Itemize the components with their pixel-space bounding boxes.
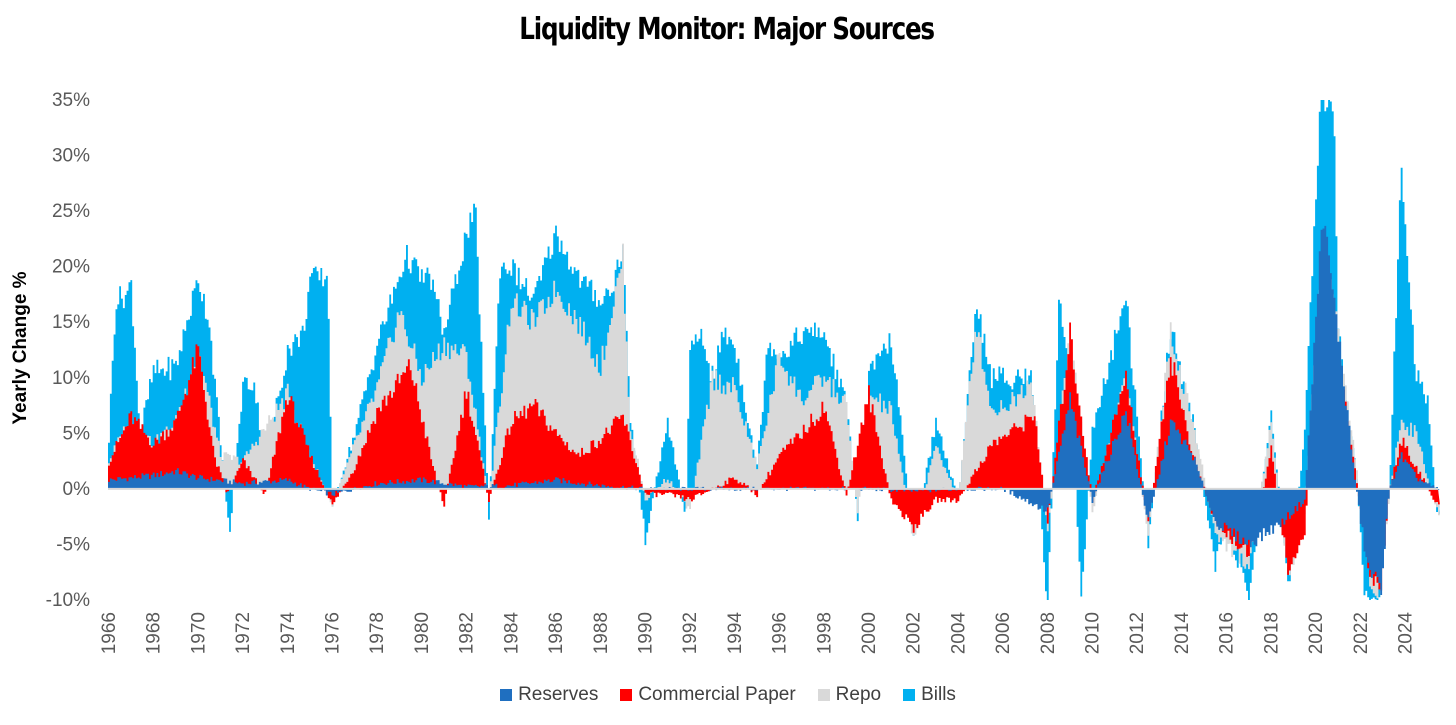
area-repo [108, 241, 1440, 599]
x-tick-label: 2004 [948, 612, 969, 655]
x-tick-label: 2000 [859, 612, 880, 654]
x-tick-label: 1970 [188, 612, 209, 654]
x-tick-label: 2002 [904, 612, 925, 654]
x-tick-label: 1998 [814, 612, 835, 654]
y-tick-label: 15% [52, 312, 90, 333]
y-tick-label: 5% [63, 423, 91, 444]
x-tick-label: 1988 [591, 612, 612, 654]
x-tick-label: 1990 [636, 612, 657, 654]
series-repo [108, 241, 1440, 599]
y-tick-label: 20% [52, 257, 90, 278]
x-tick-label: 1976 [323, 612, 344, 654]
x-tick-label: 2022 [1351, 612, 1372, 654]
x-tick-label: 1972 [233, 612, 254, 654]
x-tick-label: 1986 [546, 612, 567, 654]
x-tick-label: 2018 [1261, 612, 1282, 654]
y-tick-label: 30% [52, 146, 90, 167]
x-tick-label: 1992 [680, 612, 701, 654]
y-tick-label: -10% [46, 590, 90, 611]
legend-label-repo: Repo [835, 684, 882, 705]
y-tick-label: 0% [63, 479, 91, 500]
axis-layer: -10% -5% 0% 5% 10% 15% 20% 25% 30% 35% 1966 1968 197… [46, 90, 1438, 654]
x-tick-label: 1974 [278, 612, 299, 655]
legend-swatch-commercial-paper [620, 689, 633, 701]
chart-title: Liquidity Monitor: Major Sources [519, 12, 935, 47]
x-tick-label: 1994 [725, 612, 746, 655]
x-tick-label: 2024 [1396, 612, 1417, 655]
x-tick-label: 2010 [1083, 612, 1104, 654]
x-tick-label: 2014 [1172, 612, 1193, 655]
x-tick-label: 1978 [367, 612, 388, 654]
series-layer [108, 100, 1440, 600]
x-tick-label: 1996 [770, 612, 791, 654]
y-tick-label: 10% [52, 368, 90, 389]
x-tick-label: 2006 [993, 612, 1014, 654]
legend-swatch-bills [903, 689, 916, 701]
legend-label-commercial-paper: Commercial Paper [638, 684, 796, 705]
x-tick-label: 1980 [412, 612, 433, 654]
x-tick-label: 2008 [1038, 612, 1059, 654]
y-tick-label: 25% [52, 201, 90, 222]
legend-swatch-repo [817, 689, 830, 701]
x-tick-label: 1966 [99, 612, 120, 654]
y-tick-label: -5% [56, 534, 90, 555]
legend: Reserves Commercial Paper Repo Bills [0, 684, 1456, 706]
x-tick-label: 2020 [1306, 612, 1327, 654]
x-tick-label: 1984 [501, 612, 522, 655]
x-tick-label: 2012 [1127, 612, 1148, 654]
x-tick-label: 2016 [1217, 612, 1238, 654]
legend-item-reserves: Reserves [500, 684, 598, 706]
legend-item-bills: Bills [903, 684, 956, 706]
y-tick-label: 35% [52, 90, 90, 111]
legend-item-repo: Repo [817, 684, 882, 706]
legend-item-commercial-paper: Commercial Paper [620, 684, 796, 706]
legend-label-bills: Bills [921, 684, 956, 705]
legend-swatch-reserves [500, 689, 513, 701]
x-tick-label: 1968 [144, 612, 165, 654]
x-tick-label: 1982 [457, 612, 478, 654]
legend-label-reserves: Reserves [518, 684, 599, 705]
